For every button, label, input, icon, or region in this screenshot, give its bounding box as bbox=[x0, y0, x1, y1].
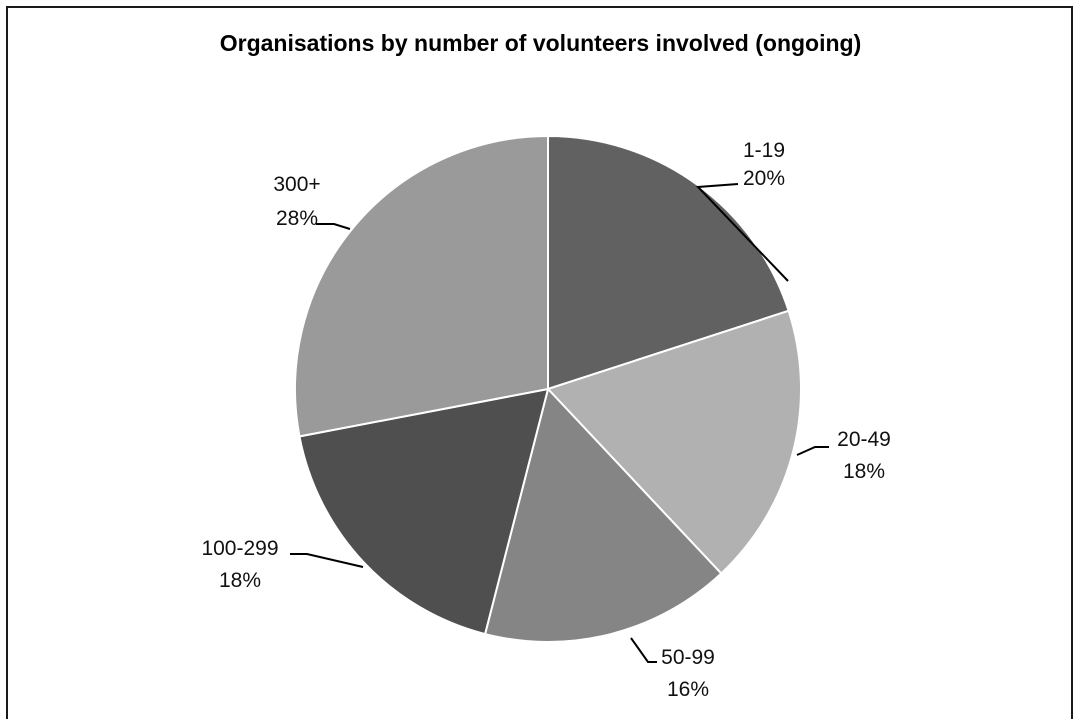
slice-category-label: 20-49 bbox=[837, 428, 891, 451]
chart-title: Organisations by number of volunteers in… bbox=[219, 30, 862, 56]
leader-line-20-49 bbox=[796, 446, 829, 456]
pie-slice-50-99 bbox=[483, 386, 723, 643]
slice-value-label: 28% bbox=[276, 207, 318, 230]
pie-slices bbox=[294, 134, 802, 643]
pie-slice-1-19 bbox=[547, 134, 790, 391]
slice-value-label: 16% bbox=[667, 678, 709, 701]
leader-line-50-99 bbox=[630, 637, 657, 663]
pie-slice-100-299 bbox=[298, 387, 550, 636]
pie-slice-300+ bbox=[294, 134, 549, 438]
slice-category-label: 300+ bbox=[273, 173, 320, 196]
leader-line-300+ bbox=[316, 223, 351, 230]
slice-category-label: 100-299 bbox=[201, 537, 278, 560]
leader-line-100-299 bbox=[290, 553, 364, 568]
leader-line-1-19 bbox=[695, 183, 789, 282]
pie-slice-20-49 bbox=[546, 309, 802, 575]
slice-value-label: 18% bbox=[843, 460, 885, 483]
slice-category-label: 50-99 bbox=[661, 646, 715, 669]
slice-category-label: 1-19 bbox=[743, 139, 785, 162]
slice-labels: 1-19 20% 20-49 18% 50-99 16% 100-299 18% 300+ 28% bbox=[201, 139, 890, 701]
leader-lines bbox=[290, 183, 829, 663]
slice-value-label: 18% bbox=[219, 569, 261, 592]
slice-value-label: 20% bbox=[743, 167, 785, 190]
